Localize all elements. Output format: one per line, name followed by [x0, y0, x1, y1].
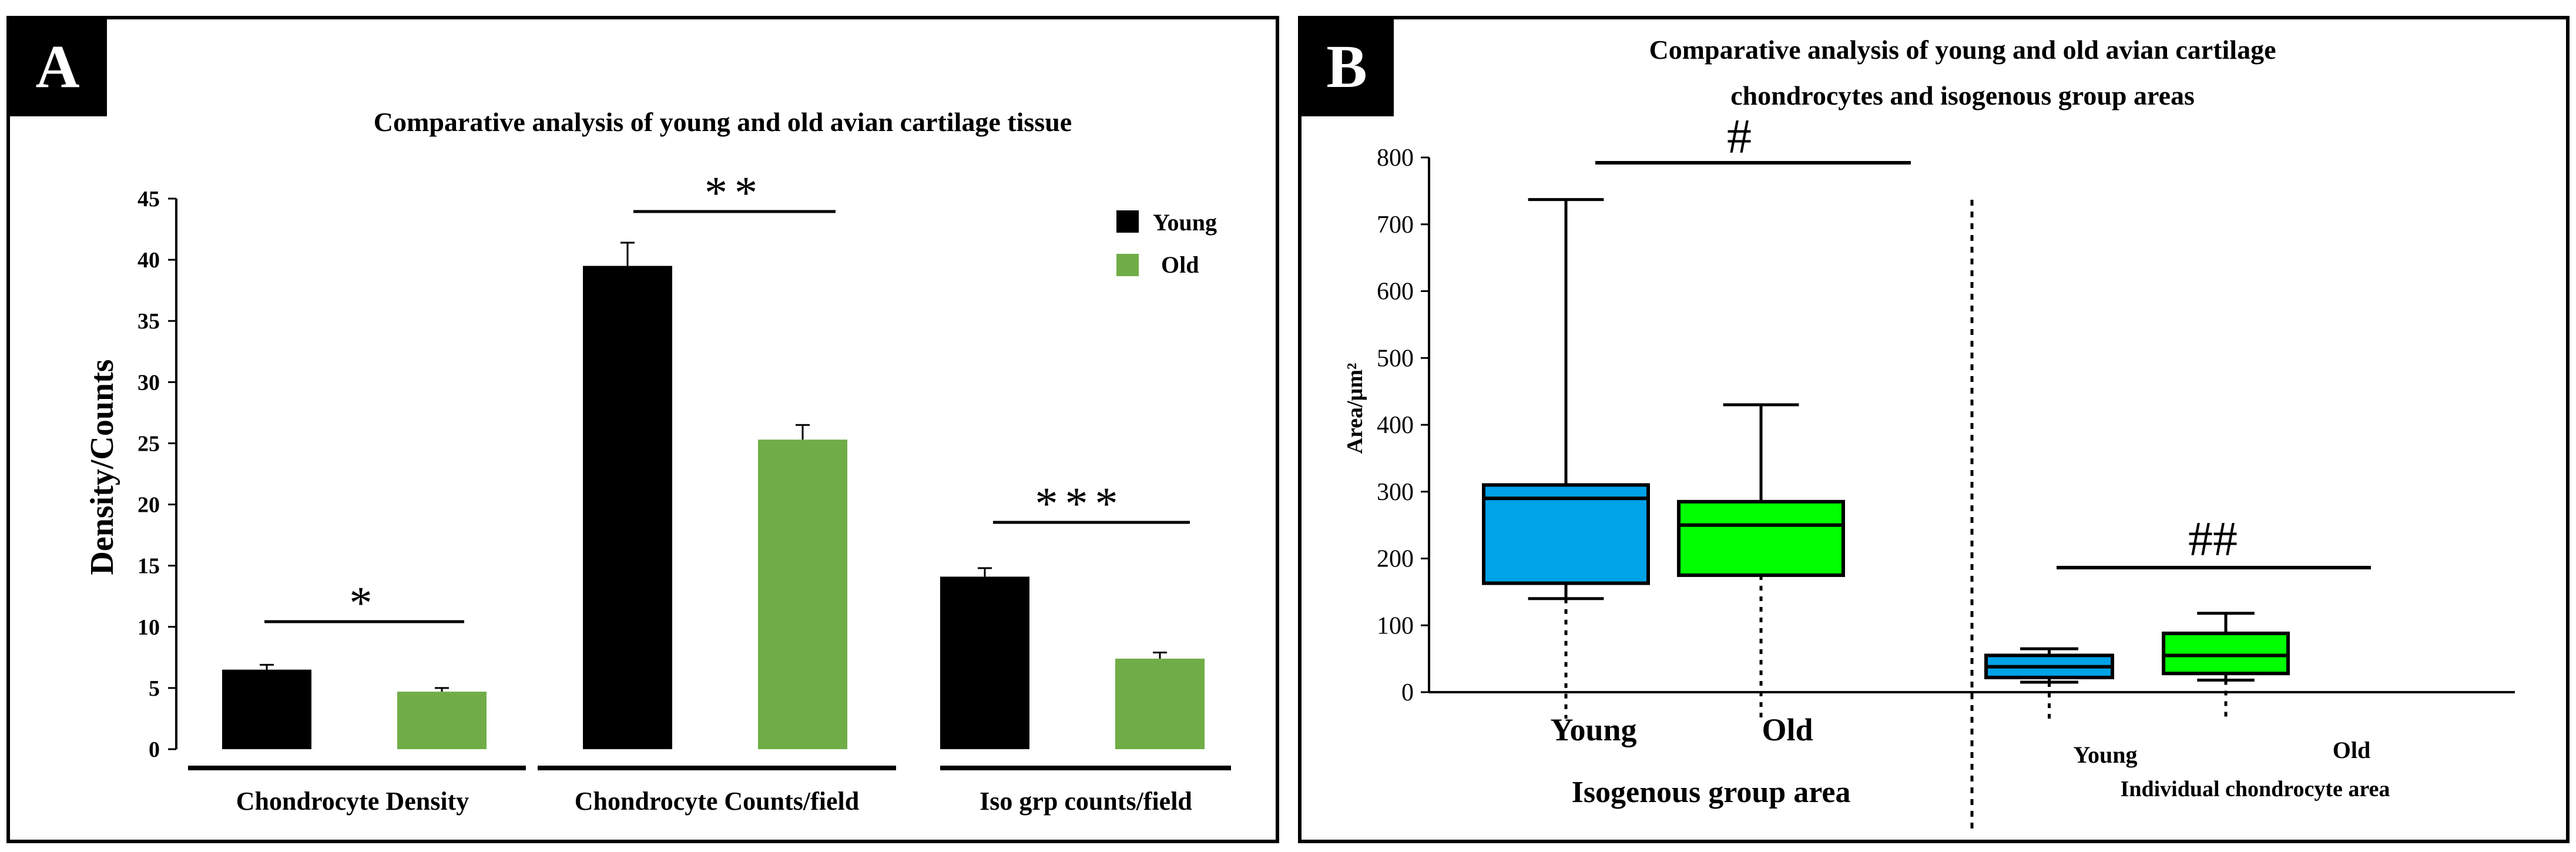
bar-old — [1115, 658, 1205, 749]
chart-a-y-ticks: 0 5 10 15 20 25 30 35 40 45 — [137, 187, 176, 762]
chart-a-bars — [222, 241, 1205, 749]
y-tick-label: 25 — [137, 431, 160, 456]
panel-b-label-bg — [1300, 18, 1394, 116]
bar-old — [397, 692, 487, 749]
chart-b-title-line1: Comparative analysis of young and old av… — [1649, 35, 2276, 65]
y-tick-label: 0 — [1401, 679, 1414, 706]
group-label: Individual chondrocyte area — [2121, 777, 2390, 801]
chart-b-significance: ### — [1595, 109, 2371, 569]
y-tick-label: 400 — [1377, 412, 1414, 439]
y-tick-label: 200 — [1377, 546, 1414, 573]
chart-a-categories: Chondrocyte Density Chondrocyte Counts/fi… — [188, 766, 1231, 816]
significance-marker: ** — [705, 167, 764, 218]
chart-a-significance: ****** — [264, 167, 1190, 628]
chart-b-title-line2: chondrocytes and isogenous group areas — [1730, 80, 2195, 110]
significance-marker: ## — [2188, 512, 2238, 566]
category-label: Chondrocyte Density — [236, 787, 469, 816]
panel-b-label: B — [1326, 33, 1367, 100]
category-label: Iso grp counts/field — [980, 787, 1192, 816]
legend-old-swatch — [1116, 254, 1139, 276]
y-tick-label: 45 — [137, 187, 160, 212]
significance-marker: * — [350, 577, 380, 628]
box-label-old: Old — [2333, 737, 2370, 763]
y-tick-label: 35 — [137, 309, 160, 334]
panel-a-label: A — [35, 33, 79, 100]
significance-marker: *** — [1035, 478, 1125, 529]
legend-young-swatch — [1116, 210, 1139, 233]
y-tick-label: 800 — [1377, 145, 1414, 172]
y-tick-label: 30 — [137, 370, 160, 395]
bar-young — [222, 669, 311, 749]
category-label: Chondrocyte Counts/field — [575, 787, 859, 816]
box-label-young: Young — [1550, 712, 1636, 747]
y-tick-label: 300 — [1377, 479, 1414, 506]
panel-b-frame — [1298, 16, 2570, 843]
chart-b-ylabel: Area/µm² — [1343, 363, 1367, 454]
y-tick-label: 10 — [137, 615, 160, 640]
box-old — [2162, 631, 2290, 676]
box-old — [1677, 499, 1845, 577]
box-label-young: Young — [2074, 742, 2138, 768]
box-label-old: Old — [1762, 712, 1813, 747]
chart-b-boxes — [1482, 198, 2290, 719]
y-tick-label: 700 — [1377, 212, 1414, 239]
bar-young — [940, 576, 1029, 749]
panel-a: A Comparative analysis of young and old … — [6, 16, 1279, 843]
chart-a-ylabel: Density/Counts — [84, 359, 120, 575]
y-tick-label: 500 — [1377, 345, 1414, 372]
y-tick-label: 5 — [149, 676, 160, 701]
y-tick-label: 15 — [137, 554, 160, 579]
y-tick-label: 40 — [137, 248, 160, 273]
y-tick-label: 20 — [137, 493, 160, 518]
legend-old-label: Old — [1161, 251, 1199, 278]
panel-b: B Comparative analysis of young and old … — [1298, 16, 2570, 843]
y-tick-label: 600 — [1377, 279, 1414, 306]
chart-a-title: Comparative analysis of young and old av… — [374, 107, 1072, 137]
y-tick-label: 100 — [1377, 612, 1414, 639]
box-young — [1482, 483, 1650, 585]
bar-old — [758, 440, 847, 749]
panel-a-label-bg — [8, 18, 107, 116]
chart-b-y-ticks: 0 100 200 300 400 500 600 700 800 — [1377, 145, 1429, 706]
group-label: Isogenous group area — [1572, 776, 1851, 809]
bar-young — [583, 266, 672, 749]
chart-b-labels: Young Old Young Old Isogenous group area Indi… — [1550, 712, 2390, 809]
legend-young-label: Young — [1153, 209, 1217, 236]
significance-marker: # — [1727, 109, 1752, 164]
y-tick-label: 0 — [149, 737, 160, 762]
